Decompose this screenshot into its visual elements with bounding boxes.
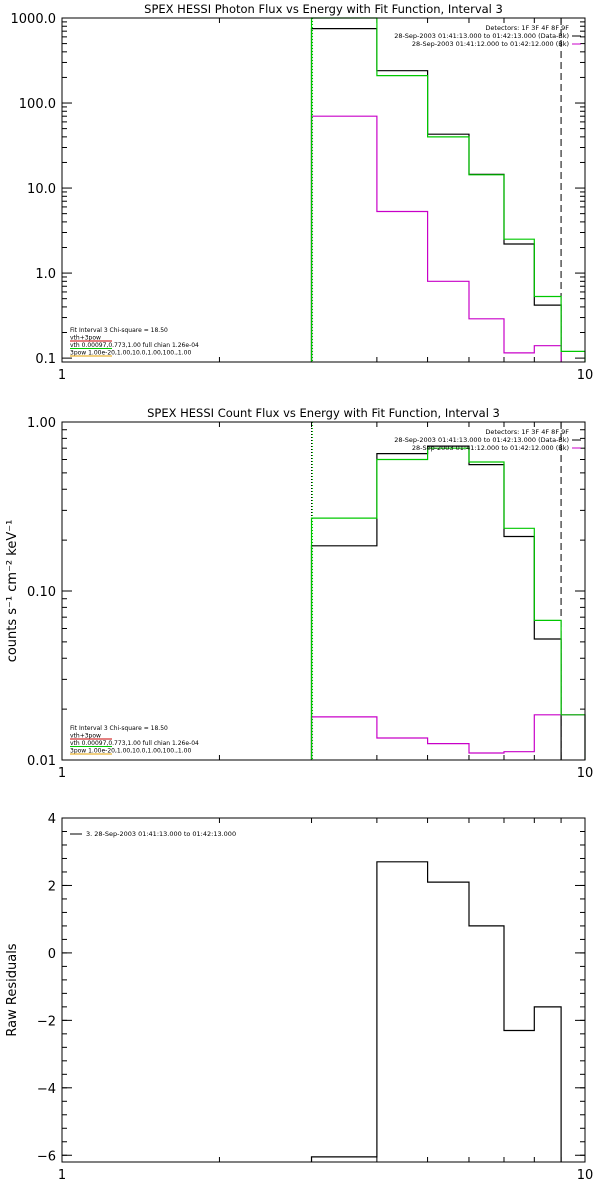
chart-title: SPEX HESSI Photon Flux vs Energy with Fi… bbox=[144, 2, 503, 16]
info-line: Detectors: 1F 3F 4F 8F 9F bbox=[485, 24, 569, 32]
info-line: 28-Sep-2003 01:41:12.000 to 01:42:12.000… bbox=[412, 444, 569, 452]
y-axis-label: Raw Residuals bbox=[5, 943, 20, 1036]
x-tick-label: 1 bbox=[58, 368, 66, 383]
y-tick-label: 0 bbox=[48, 947, 56, 962]
series-vth bbox=[310, 447, 586, 760]
y-tick-label: 0.10 bbox=[27, 585, 56, 600]
fit-info-line: 3pow 1.00e-20,1.00,10.0,1.00,100.,1.00 bbox=[70, 748, 191, 755]
info-line: Detectors: 1F 3F 4F 8F 9F bbox=[485, 428, 569, 436]
fit-info-line: vth+3pow bbox=[70, 335, 101, 342]
y-tick-label: 1.00 bbox=[27, 416, 56, 431]
fit-info-line: 3pow 1.00e-20,1.00,10.0,1.00,100.,1.00 bbox=[70, 350, 191, 357]
chart-panel-1: SPEX HESSI Photon Flux vs Energy with Fi… bbox=[11, 2, 594, 383]
series-bk bbox=[310, 115, 562, 362]
info-line: 28-Sep-2003 01:41:12.000 to 01:42:12.000… bbox=[412, 40, 569, 48]
series-vth bbox=[310, 17, 586, 362]
y-axis-label: counts s⁻¹ cm⁻² keV⁻¹ bbox=[5, 520, 20, 663]
chart-title: SPEX HESSI Count Flux vs Energy with Fit… bbox=[147, 406, 500, 420]
y-tick-label: −4 bbox=[37, 1082, 56, 1097]
y-tick-label: 0.01 bbox=[27, 754, 56, 769]
fit-info-line: Fit Interval 3 Chi-square = 18.50 bbox=[70, 327, 168, 334]
series-data-bk bbox=[310, 445, 562, 760]
fit-info-line: vth 0.00097,0.773,1.00 full chian 1.26e-… bbox=[70, 740, 199, 747]
legend-label: 3. 28-Sep-2003 01:41:13.000 to 01:42:13.… bbox=[86, 830, 236, 838]
y-tick-label: 2 bbox=[48, 879, 56, 894]
y-tick-label: −6 bbox=[37, 1149, 56, 1164]
fit-info-line: vth 0.00097,0.773,1.00 full chian 1.26e-… bbox=[70, 342, 199, 349]
series-data-bk bbox=[310, 28, 562, 362]
fit-info-line: Fit Interval 3 Chi-square = 18.50 bbox=[70, 725, 168, 732]
x-tick-label: 10 bbox=[577, 766, 594, 781]
fit-info-line: vth+3pow bbox=[70, 733, 101, 740]
plot-frame bbox=[61, 817, 586, 1163]
series-bk bbox=[310, 714, 586, 760]
chart-panel-2: SPEX HESSI Count Flux vs Energy with Fit… bbox=[5, 406, 593, 781]
plot-frame bbox=[61, 421, 586, 761]
y-tick-label: 10.0 bbox=[27, 182, 56, 197]
plot-frame bbox=[61, 17, 586, 363]
x-tick-label: 10 bbox=[577, 1168, 594, 1183]
x-tick-label: 1 bbox=[58, 1168, 66, 1183]
y-tick-label: 0.1 bbox=[35, 352, 56, 367]
x-tick-label: 1 bbox=[58, 766, 66, 781]
y-tick-label: −2 bbox=[37, 1014, 56, 1029]
info-line: 28-Sep-2003 01:41:13.000 to 01:42:13.000… bbox=[394, 32, 569, 40]
x-tick-label: 10 bbox=[577, 368, 594, 383]
y-tick-label: 4 bbox=[48, 812, 56, 827]
info-line: 28-Sep-2003 01:41:13.000 to 01:42:13.000… bbox=[394, 436, 569, 444]
series-residuals bbox=[310, 861, 562, 1162]
y-tick-label: 100.0 bbox=[19, 97, 56, 112]
y-tick-label: 1.0 bbox=[35, 267, 56, 282]
chart-panel-3: Raw Residuals 1 10 −6 −4 −2 0 2 4 3. 28-Sep-2003 … bbox=[5, 812, 593, 1183]
y-tick-label: 1000.0 bbox=[11, 12, 57, 27]
